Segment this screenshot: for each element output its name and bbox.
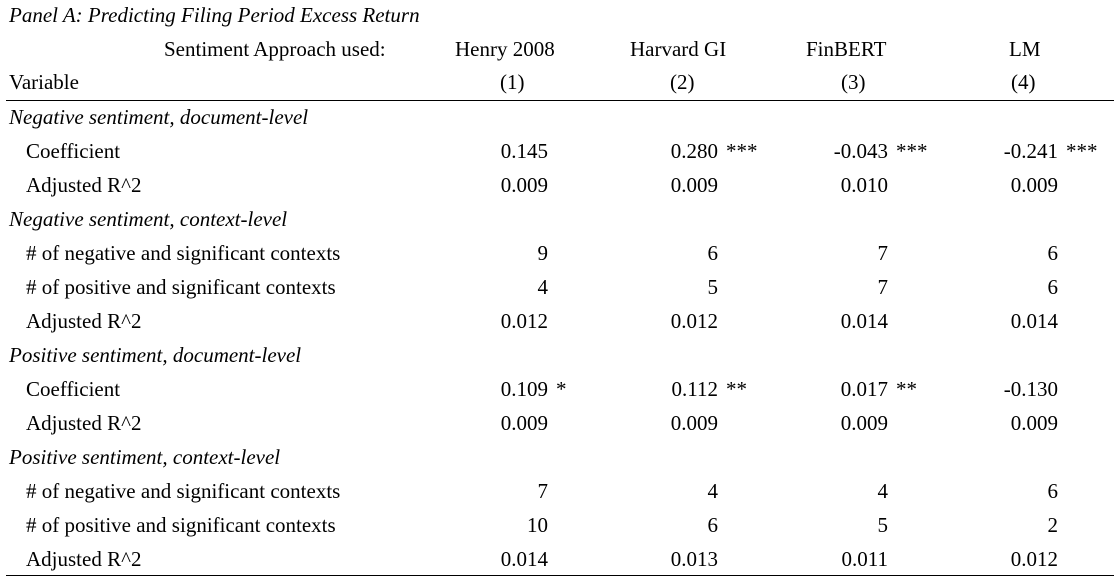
table-row: # of positive and significant contexts 10… [0, 508, 1118, 542]
significance-stars: * [556, 377, 567, 401]
table-row: Coefficient 0.109 * 0.112 ** 0.017 ** -0.130 [0, 372, 1118, 406]
bottom-rule [6, 575, 1114, 576]
value-cell-col-3: 7 [877, 275, 889, 299]
value-cell-col-2: 5 [707, 275, 719, 299]
value-cell-col-4: 6 [1047, 479, 1059, 503]
value-cell-col-2: 0.012 [670, 309, 718, 333]
table-row: Adjusted R^2 0.014 0.013 0.011 0.012 [0, 542, 1118, 576]
value-cell-col-2: 0.112 [671, 377, 718, 401]
value-cell-col-2: 6 [707, 241, 719, 265]
section-header-row: Positive sentiment, context-level [0, 440, 1118, 474]
row-label: Coefficient [26, 377, 121, 401]
column-1-name: Henry 2008 [455, 37, 555, 61]
value-cell-col-4: 6 [1047, 241, 1059, 265]
significance-stars: *** [1066, 139, 1098, 163]
column-4-number: (4) [1011, 70, 1036, 94]
column-3-number: (3) [841, 70, 866, 94]
significance-stars: ** [726, 377, 747, 401]
value-cell-col-3: 4 [877, 479, 889, 503]
table-row: # of negative and significant contexts 7 4… [0, 474, 1118, 508]
value-cell-col-1: 0.145 [500, 139, 548, 163]
value-cell-col-3: 7 [877, 241, 889, 265]
row-label: Adjusted R^2 [26, 547, 142, 571]
value-cell-col-1: 0.014 [500, 547, 548, 571]
row-label: Adjusted R^2 [26, 309, 142, 333]
table-row: Coefficient 0.145 0.280 *** -0.043 *** -0.241 *… [0, 134, 1118, 168]
value-cell-col-2: 0.009 [670, 411, 718, 435]
value-cell-col-4: 0.009 [1010, 411, 1058, 435]
row-label: Adjusted R^2 [26, 411, 142, 435]
approach-label: Sentiment Approach used: [164, 37, 386, 61]
table-row: # of positive and significant contexts 4 5… [0, 270, 1118, 304]
section-header-row: Negative sentiment, document-level [0, 100, 1118, 134]
value-cell-col-1: 4 [537, 275, 549, 299]
value-cell-col-1: 0.009 [500, 411, 548, 435]
value-cell-col-3: 0.014 [840, 309, 888, 333]
value-cell-col-4: 6 [1047, 275, 1059, 299]
value-cell-col-2: 6 [707, 513, 719, 537]
column-4-name: LM [1009, 37, 1041, 61]
value-cell-col-3: 0.017 [840, 377, 888, 401]
panel-title: Panel A: Predicting Filing Period Excess… [9, 3, 420, 27]
section-label: Positive sentiment, document-level [9, 343, 302, 367]
value-cell-col-1: 7 [537, 479, 549, 503]
significance-stars: *** [726, 139, 758, 163]
value-cell-col-2: 0.009 [670, 173, 718, 197]
row-label: # of negative and significant contexts [26, 241, 341, 265]
variable-label: Variable [9, 70, 79, 94]
value-cell-col-1: 0.012 [500, 309, 548, 333]
column-1-number: (1) [500, 70, 525, 94]
value-cell-col-3: 0.011 [841, 547, 888, 571]
value-cell-col-1: 0.109 [500, 377, 548, 401]
value-cell-col-4: 0.012 [1010, 547, 1058, 571]
value-cell-col-1: 10 [527, 513, 548, 537]
value-cell-col-4: 0.014 [1010, 309, 1058, 333]
header-rule [6, 100, 1114, 101]
value-cell-col-4: -0.241 [1003, 139, 1058, 163]
value-cell-col-2: 0.280 [670, 139, 718, 163]
section-label: Negative sentiment, context-level [9, 207, 288, 231]
row-label: # of positive and significant contexts [26, 275, 336, 299]
value-cell-col-3: 5 [877, 513, 889, 537]
significance-stars: ** [896, 377, 917, 401]
value-cell-col-1: 0.009 [500, 173, 548, 197]
table-row: Adjusted R^2 0.009 0.009 0.009 0.009 [0, 406, 1118, 440]
section-header-row: Negative sentiment, context-level [0, 202, 1118, 236]
value-cell-col-2: 4 [707, 479, 719, 503]
table-row: Adjusted R^2 0.009 0.009 0.010 0.009 [0, 168, 1118, 202]
significance-stars: *** [896, 139, 928, 163]
value-cell-col-3: -0.043 [833, 139, 888, 163]
row-label: # of negative and significant contexts [26, 479, 341, 503]
section-label: Positive sentiment, context-level [9, 445, 281, 469]
value-cell-col-3: 0.009 [840, 411, 888, 435]
section-header-row: Positive sentiment, document-level [0, 338, 1118, 372]
value-cell-col-3: 0.010 [840, 173, 888, 197]
table-row: Adjusted R^2 0.012 0.012 0.014 0.014 [0, 304, 1118, 338]
value-cell-col-4: 2 [1047, 513, 1059, 537]
row-label: # of positive and significant contexts [26, 513, 336, 537]
column-2-number: (2) [670, 70, 695, 94]
value-cell-col-4: -0.130 [1003, 377, 1058, 401]
section-label: Negative sentiment, document-level [9, 105, 309, 129]
column-2-name: Harvard GI [630, 37, 727, 61]
row-label: Adjusted R^2 [26, 173, 142, 197]
row-label: Coefficient [26, 139, 121, 163]
column-3-name: FinBERT [806, 37, 887, 61]
table-row: # of negative and significant contexts 9 6… [0, 236, 1118, 270]
value-cell-col-4: 0.009 [1010, 173, 1058, 197]
value-cell-col-2: 0.013 [670, 547, 718, 571]
value-cell-col-1: 9 [537, 241, 549, 265]
